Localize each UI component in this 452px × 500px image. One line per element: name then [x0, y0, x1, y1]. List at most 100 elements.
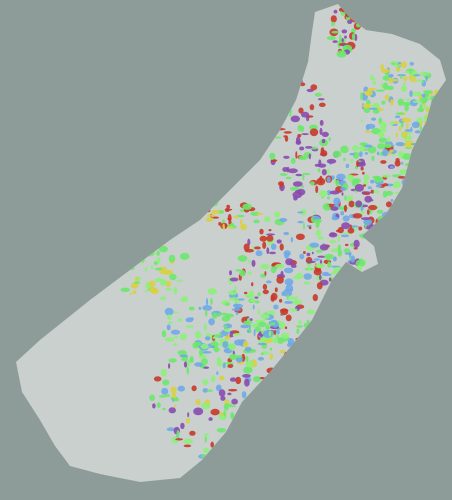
land-cover-patch — [318, 190, 328, 197]
land-cover-patch — [382, 148, 389, 157]
land-cover-patch — [201, 402, 211, 410]
land-cover-patch — [158, 395, 167, 398]
land-cover-patch — [293, 195, 298, 201]
land-cover-patch — [264, 271, 267, 276]
land-cover-patch — [235, 269, 242, 272]
land-cover-patch — [371, 102, 380, 109]
land-cover-patch — [200, 358, 208, 366]
land-cover-patch — [394, 191, 400, 194]
land-cover-patch — [316, 282, 323, 290]
land-cover-patch — [247, 330, 250, 333]
land-cover-patch — [309, 242, 320, 248]
land-cover-patch — [224, 334, 230, 340]
land-cover-patch — [195, 341, 202, 346]
land-cover-patch — [255, 326, 261, 333]
land-cover-patch — [260, 313, 270, 320]
land-cover-patch — [283, 155, 290, 159]
land-cover-patch — [224, 223, 228, 228]
land-cover-patch — [144, 289, 148, 294]
land-cover-patch — [210, 375, 216, 383]
land-cover-patch — [165, 337, 175, 342]
land-cover-patch — [165, 287, 173, 291]
land-cover-patch — [297, 220, 304, 224]
land-cover-patch — [223, 410, 226, 417]
land-cover-patch — [275, 332, 278, 340]
land-cover-patch — [368, 204, 378, 211]
land-cover-patch — [353, 239, 360, 248]
land-cover-patch — [160, 296, 167, 301]
land-cover-patch — [281, 291, 285, 296]
land-cover-patch — [351, 28, 356, 34]
land-cover-patch — [279, 298, 283, 303]
land-cover-patch — [195, 399, 201, 406]
land-cover-patch — [269, 347, 273, 351]
land-cover-patch — [290, 186, 300, 191]
land-cover-patch — [394, 160, 401, 167]
land-cover-patch — [329, 232, 336, 236]
land-cover-patch — [185, 325, 194, 328]
land-cover-patch — [333, 197, 341, 206]
land-cover-patch — [297, 188, 306, 196]
land-cover-patch — [284, 278, 294, 286]
land-cover-patch — [255, 319, 265, 323]
land-cover-patch — [270, 266, 277, 274]
land-cover-patch — [413, 74, 421, 77]
land-cover-patch — [344, 195, 347, 201]
land-cover-patch — [227, 213, 232, 222]
land-cover-patch — [166, 324, 171, 331]
land-cover-patch — [303, 222, 305, 230]
land-cover-patch — [414, 130, 421, 134]
land-cover-patch — [356, 161, 366, 167]
land-cover-patch — [245, 360, 254, 368]
land-cover-patch — [174, 404, 177, 408]
land-cover-patch — [297, 211, 304, 214]
land-cover-patch — [364, 90, 373, 96]
land-cover-patch — [392, 64, 402, 67]
land-cover-patch — [269, 152, 276, 160]
land-cover-patch — [364, 130, 372, 134]
land-cover-patch — [208, 318, 215, 326]
land-cover-patch — [187, 412, 190, 418]
land-cover-patch — [319, 244, 329, 251]
land-cover-patch — [388, 73, 394, 78]
land-cover-patch — [153, 376, 162, 382]
land-cover-patch — [235, 376, 242, 385]
land-cover-patch — [211, 345, 215, 349]
land-cover-patch — [306, 319, 310, 325]
land-cover-patch — [270, 292, 278, 301]
land-cover-patch — [269, 353, 273, 360]
land-cover-patch — [215, 384, 222, 392]
land-cover-patch — [331, 216, 339, 221]
land-cover-patch — [165, 394, 171, 397]
land-cover-patch — [340, 234, 350, 238]
land-cover-patch — [256, 212, 264, 216]
land-cover-patch — [169, 273, 177, 281]
land-cover-patch — [395, 112, 405, 115]
land-cover-patch — [266, 247, 270, 255]
land-cover-patch — [296, 325, 303, 328]
land-cover-patch — [373, 176, 384, 183]
land-cover-patch — [425, 75, 428, 82]
land-cover-patch — [375, 89, 385, 92]
land-cover-patch — [398, 126, 402, 132]
land-cover-patch — [175, 438, 184, 441]
land-cover-patch — [227, 392, 232, 396]
land-cover-patch — [204, 336, 211, 341]
land-cover-patch — [376, 209, 384, 214]
land-cover-patch — [219, 375, 225, 381]
land-cover-patch — [297, 124, 302, 132]
land-cover-patch — [237, 255, 248, 262]
land-cover-patch — [364, 144, 373, 148]
land-cover-patch — [326, 190, 332, 196]
land-cover-patch — [344, 252, 352, 255]
land-cover-patch — [395, 115, 401, 119]
land-cover-patch — [265, 324, 270, 331]
land-cover-patch — [202, 379, 209, 386]
land-cover-patch — [259, 228, 264, 235]
land-cover-patch — [340, 186, 347, 191]
land-cover-patch — [276, 276, 284, 284]
land-cover-patch — [240, 324, 250, 329]
land-cover-patch — [234, 339, 244, 346]
land-cover-patch — [285, 176, 292, 180]
land-cover-patch — [332, 40, 338, 43]
